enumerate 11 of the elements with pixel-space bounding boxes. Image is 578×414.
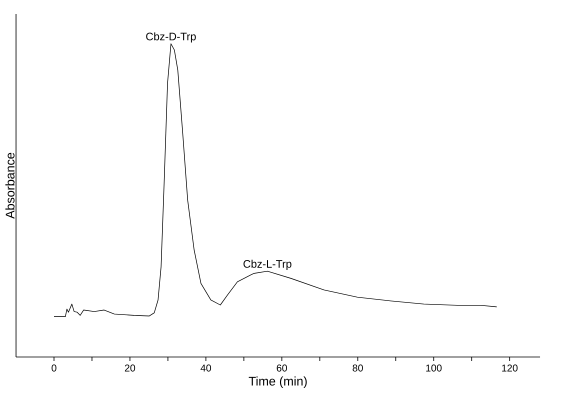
x-tick-label: 40: [200, 364, 212, 372]
annotation: Cbz-L-Trp: [244, 260, 292, 270]
x-tick-label: 80: [352, 364, 363, 372]
x-axis-title: Time (min): [248, 376, 307, 388]
x-tick-label: 60: [276, 364, 287, 372]
y-axis-title: Absorbance: [5, 152, 15, 219]
annotation: Cbz-D-Trp: [146, 32, 196, 43]
x-tick-label: 100: [426, 364, 442, 372]
x-tick-label: 120: [502, 364, 518, 372]
x-tick-label: 20: [124, 364, 136, 372]
x-tick-label: 0: [52, 364, 56, 372]
